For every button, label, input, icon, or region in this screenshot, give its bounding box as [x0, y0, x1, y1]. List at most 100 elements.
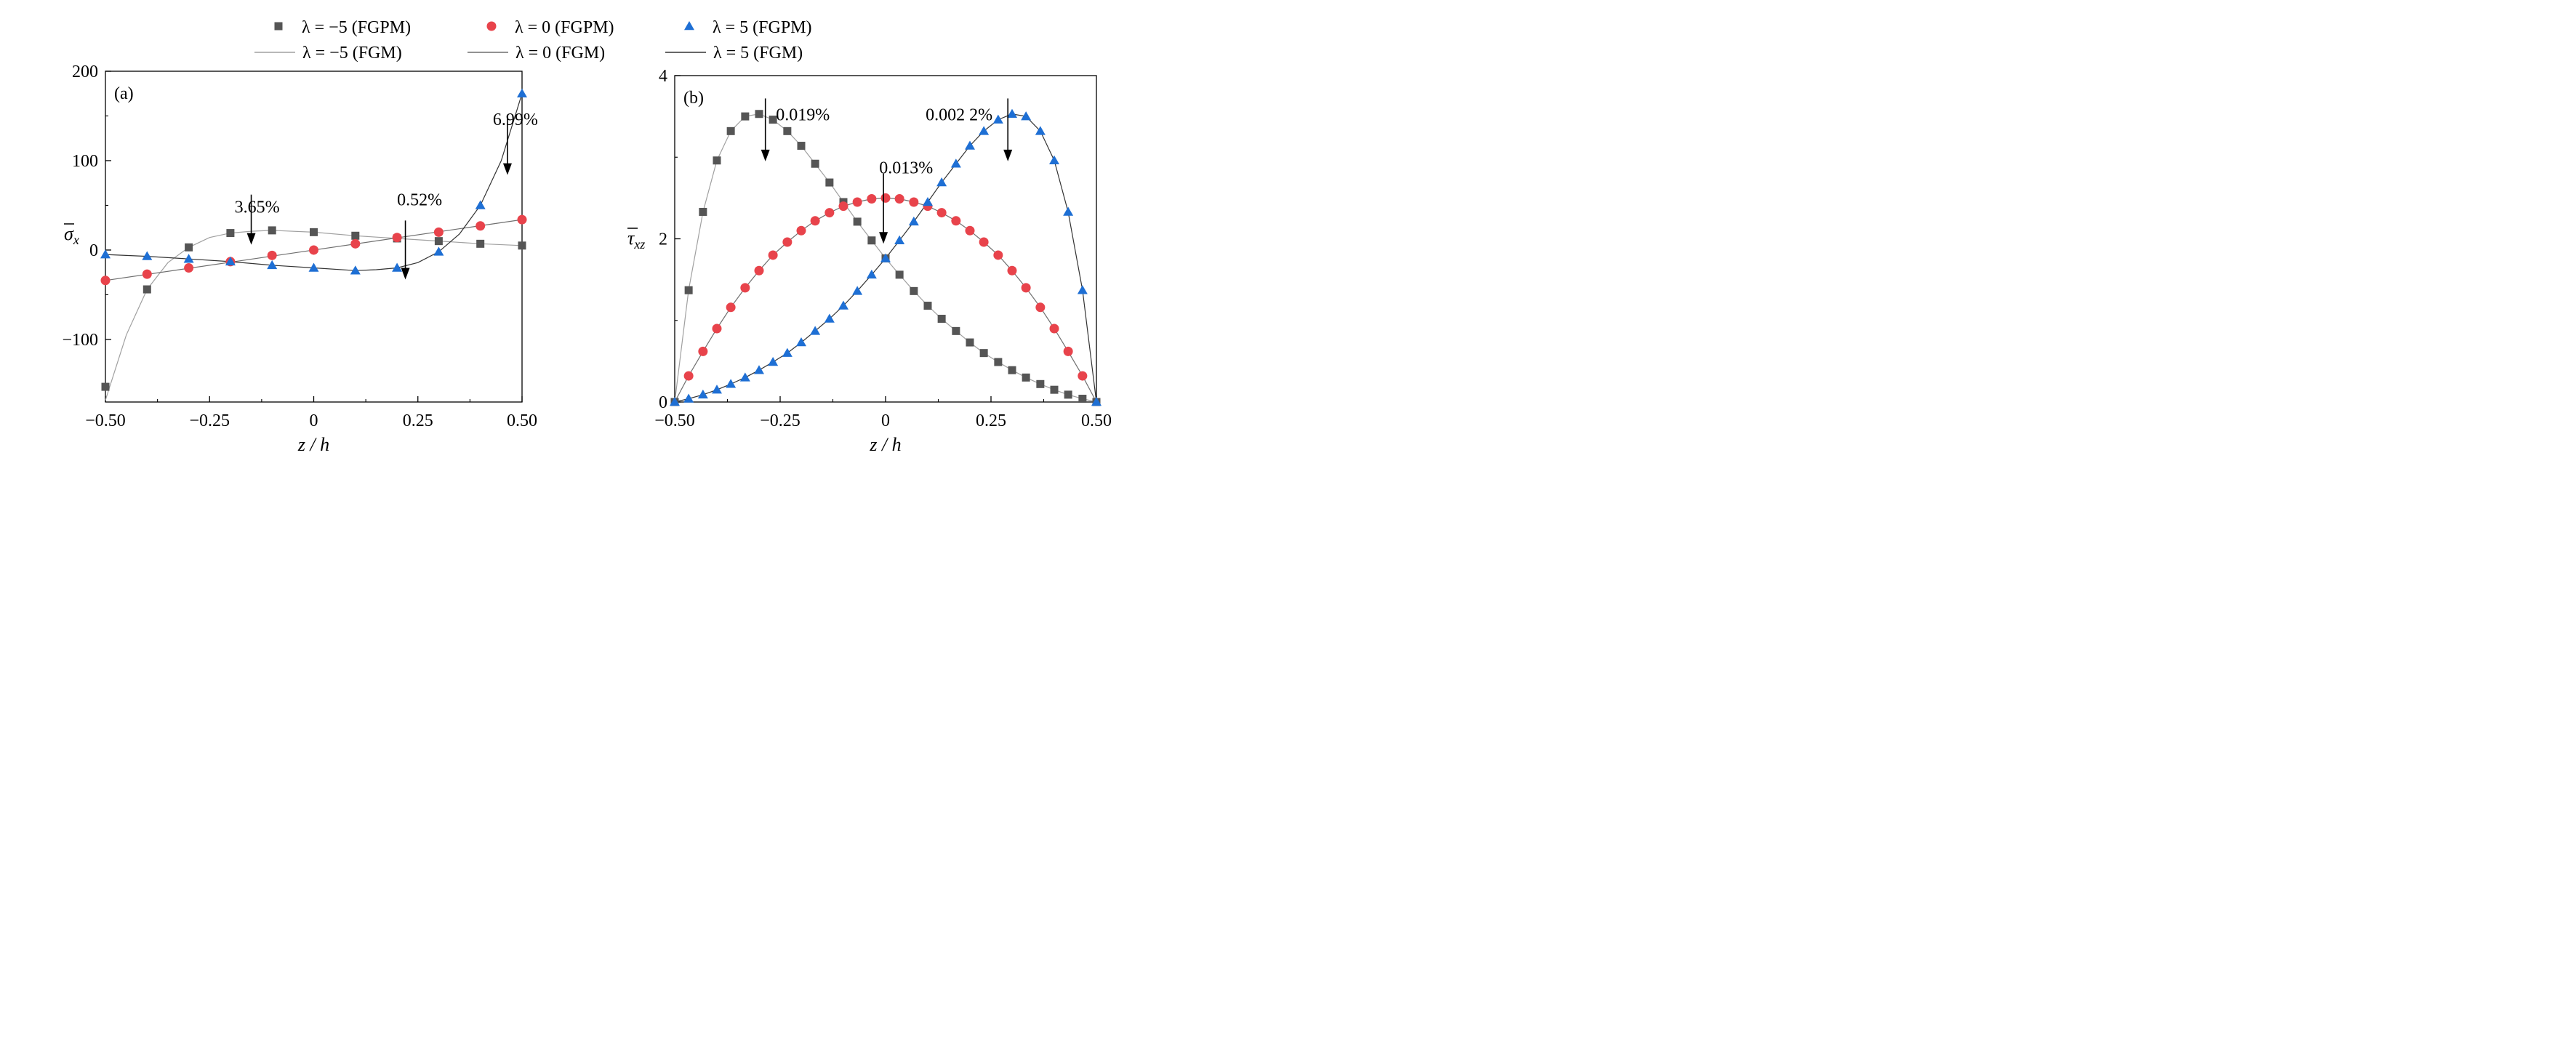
data-point-s0-1	[143, 285, 151, 294]
data-point-s0-22	[979, 349, 988, 358]
legend-label-3: λ = −5 (FGM)	[302, 44, 402, 63]
x-tick-label: 0.50	[1081, 411, 1112, 430]
data-point-s2-12	[838, 300, 848, 310]
chart-panel-a: −0.50 −0.25 0 0.25 0.50 −100 0 100 200 3.65% 0.52%…	[62, 63, 537, 455]
data-point-s0-17	[910, 286, 918, 295]
y-axis-title: τxz	[627, 228, 645, 252]
data-point-s1-22	[993, 250, 1003, 260]
data-point-s0-19	[937, 315, 946, 323]
data-point-s2-4	[267, 260, 278, 270]
plot-frame	[105, 71, 523, 403]
data-point-s1-8	[433, 227, 444, 237]
data-point-s2-8	[433, 246, 444, 256]
data-point-s0-8	[783, 126, 792, 135]
data-point-s0-26	[1036, 379, 1045, 388]
data-point-s0-2	[185, 243, 193, 252]
data-point-s2-26	[1035, 126, 1046, 135]
series-line-5	[105, 93, 523, 271]
x-tick-label: −0.50	[654, 411, 695, 430]
data-point-s0-8	[434, 237, 443, 246]
annotation-arrow-head-0	[761, 149, 770, 161]
data-point-s0-29	[1078, 395, 1087, 403]
data-point-s2-28	[1063, 206, 1074, 216]
annotation-arrow-head-1	[879, 232, 888, 244]
data-point-s1-26	[1049, 323, 1059, 334]
data-point-s2-15	[880, 253, 891, 262]
data-point-s0-2	[699, 207, 707, 216]
y-axis-title: σx	[64, 223, 79, 247]
data-point-s2-8	[782, 347, 793, 357]
data-point-s1-16	[909, 197, 919, 207]
panel-label: (a)	[114, 84, 134, 103]
data-point-s1-6	[768, 250, 778, 260]
x-tick-label: 0.25	[403, 411, 433, 430]
data-point-s0-9	[476, 239, 485, 248]
data-point-s1-24	[1021, 283, 1031, 293]
data-point-s1-11	[838, 201, 848, 212]
data-point-s2-6	[350, 265, 361, 275]
annotation-text-1: 0.013%	[879, 159, 933, 178]
data-point-s2-10	[810, 326, 821, 335]
legend-marker-1	[486, 21, 497, 31]
annotation-arrow-head-2	[502, 163, 512, 175]
data-point-s2-17	[908, 216, 919, 226]
figure: λ = −5 (FGPM) λ = 0 (FGPM) λ = 5 (FGPM) λ =…	[62, 18, 1112, 455]
plot-frame	[674, 75, 1097, 403]
legend: λ = −5 (FGPM) λ = 0 (FGPM) λ = 5 (FGPM) λ =…	[254, 18, 812, 63]
data-point-s2-23	[992, 114, 1003, 124]
chart-panel-b: −0.50 −0.25 0 0.25 0.50 0 2 4 0.019% 0.013% 0.002 …	[627, 67, 1112, 455]
data-point-s1-15	[894, 193, 904, 204]
data-point-s1-4	[267, 250, 277, 260]
data-point-s1-14	[880, 193, 891, 203]
data-point-s1-6	[350, 238, 361, 249]
data-point-s0-11	[825, 178, 834, 187]
x-tick-label: −0.50	[85, 411, 126, 430]
data-point-s0-6	[755, 110, 763, 118]
data-point-s2-3	[225, 256, 236, 266]
data-point-s1-23	[1007, 265, 1017, 276]
x-tick-label: −0.25	[189, 411, 230, 430]
annotation-text-1: 0.52%	[397, 190, 442, 209]
data-point-s2-2	[183, 254, 194, 263]
data-point-s0-16	[895, 270, 904, 279]
data-point-s1-9	[476, 221, 486, 231]
data-point-s1-7	[392, 233, 402, 243]
data-point-s0-5	[741, 112, 750, 121]
data-point-s2-2	[697, 389, 708, 399]
data-point-s2-9	[475, 200, 486, 209]
data-point-s2-22	[979, 126, 990, 135]
legend-label-0: λ = −5 (FGPM)	[302, 18, 411, 37]
x-axis-title: z / h	[869, 434, 901, 455]
data-point-s0-1	[684, 286, 693, 294]
data-point-s0-23	[994, 358, 1003, 366]
data-point-s2-3	[712, 385, 722, 394]
data-point-s2-9	[796, 337, 806, 347]
data-point-s2-16	[894, 235, 905, 244]
y-tick-label: 2	[659, 230, 667, 249]
data-point-s0-3	[226, 229, 235, 238]
data-point-s2-7	[392, 262, 403, 272]
x-tick-label: 0.50	[507, 411, 537, 430]
x-tick-label: 0	[881, 411, 890, 430]
data-point-s0-14	[867, 236, 876, 245]
data-point-s0-27	[1050, 385, 1059, 394]
data-point-s2-24	[1007, 108, 1017, 118]
data-point-s1-1	[142, 269, 152, 279]
data-point-s0-18	[923, 302, 932, 310]
annotation-arrow-head-2	[1003, 149, 1013, 161]
data-point-s1-5	[754, 265, 764, 276]
data-point-s0-7	[769, 116, 777, 124]
data-point-s2-25	[1021, 111, 1032, 121]
data-point-s0-6	[351, 231, 360, 240]
data-point-s2-5	[739, 372, 750, 382]
x-tick-label: 0.25	[976, 411, 1006, 430]
legend-marker-2	[684, 21, 694, 31]
data-point-s1-13	[867, 193, 877, 204]
legend-label-2: λ = 5 (FGPM)	[713, 18, 812, 37]
legend-label-5: λ = 5 (FGM)	[713, 44, 803, 63]
data-point-s1-2	[712, 323, 722, 334]
data-point-s0-25	[1022, 373, 1030, 382]
y-tick-label: 0	[659, 393, 667, 412]
data-point-s0-21	[966, 338, 974, 347]
data-point-s0-3	[713, 156, 721, 165]
